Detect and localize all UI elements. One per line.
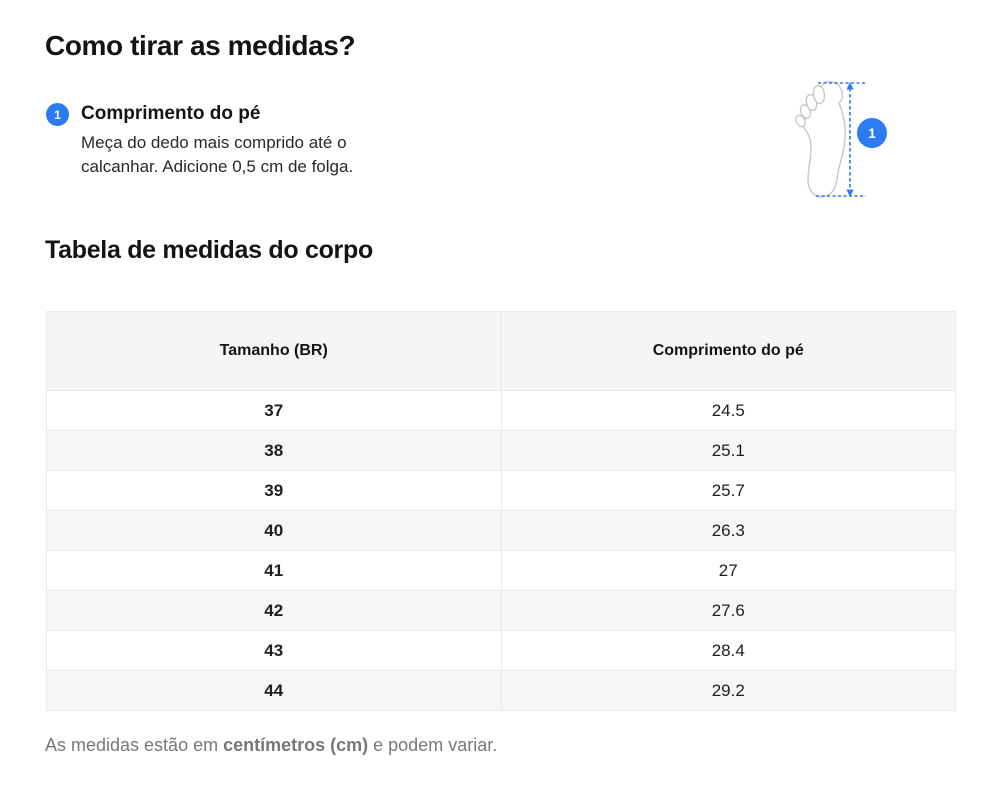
table-row: 37 24.5 [46,390,956,431]
footnote-prefix: As medidas estão em [45,735,224,755]
size-cell: 42 [46,590,501,631]
foot-measure-figure: 1 [788,72,888,207]
size-cell: 41 [46,550,501,591]
size-cell: 38 [46,430,501,471]
table-header-row: Tamanho (BR) Comprimento do pé [46,311,956,391]
footnote-suffix: e podem variar. [368,735,498,755]
figure-marker-number: 1 [868,125,876,141]
foot-length-cell: 29.2 [500,670,956,711]
header-foot-length: Comprimento do pé [500,311,956,391]
foot-length-cell: 26.3 [500,510,956,551]
size-cell: 39 [46,470,501,511]
size-table-body: 37 24.5 38 25.1 39 25.7 40 26.3 41 27 42 27.6 43 28.4… [46,390,956,711]
step-label: Comprimento do pé [81,103,261,124]
table-row: 38 25.1 [46,430,956,471]
table-row: 41 27 [46,550,956,591]
foot-length-cell: 27.6 [500,590,956,631]
page-title: Como tirar as medidas? [45,30,356,61]
size-table: Tamanho (BR) Comprimento do pé 37 24.5 38 2… [46,311,956,711]
step-number-badge: 1 [46,103,69,126]
footnote-unit: centímetros (cm) [223,735,369,755]
table-row: 44 29.2 [46,670,956,711]
step-description-line1: Meça do dedo mais comprido até o [81,133,347,152]
measure-arrow-icon [816,82,866,197]
foot-length-cell: 28.4 [500,630,956,671]
step-description-line2: calcanhar. Adicione 0,5 cm de folga. [81,157,354,176]
size-cell: 37 [46,390,501,431]
size-cell: 43 [46,630,501,671]
foot-length-cell: 25.1 [500,430,956,471]
header-size-br: Tamanho (BR) [46,311,501,391]
step-description: Meça do dedo mais comprido até o calcanha… [81,131,353,179]
foot-length-cell: 27 [500,550,956,591]
foot-outline-icon [795,80,846,198]
table-row: 42 27.6 [46,590,956,631]
footnote: As medidas estão em centímetros (cm) e p… [45,735,497,756]
table-row: 40 26.3 [46,510,956,551]
step-text: Comprimento do pé Meça do dedo mais comp… [81,102,353,179]
foot-length-cell: 24.5 [500,390,956,431]
foot-figure-svg: 1 [795,80,887,198]
table-row: 39 25.7 [46,470,956,511]
step-foot-length: 1 Comprimento do pé Meça do dedo mais co… [46,102,353,179]
section-title: Tabela de medidas do corpo [45,236,373,264]
size-cell: 40 [46,510,501,551]
figure-marker-badge: 1 [857,118,887,148]
table-row: 43 28.4 [46,630,956,671]
foot-length-cell: 25.7 [500,470,956,511]
size-cell: 44 [46,670,501,711]
